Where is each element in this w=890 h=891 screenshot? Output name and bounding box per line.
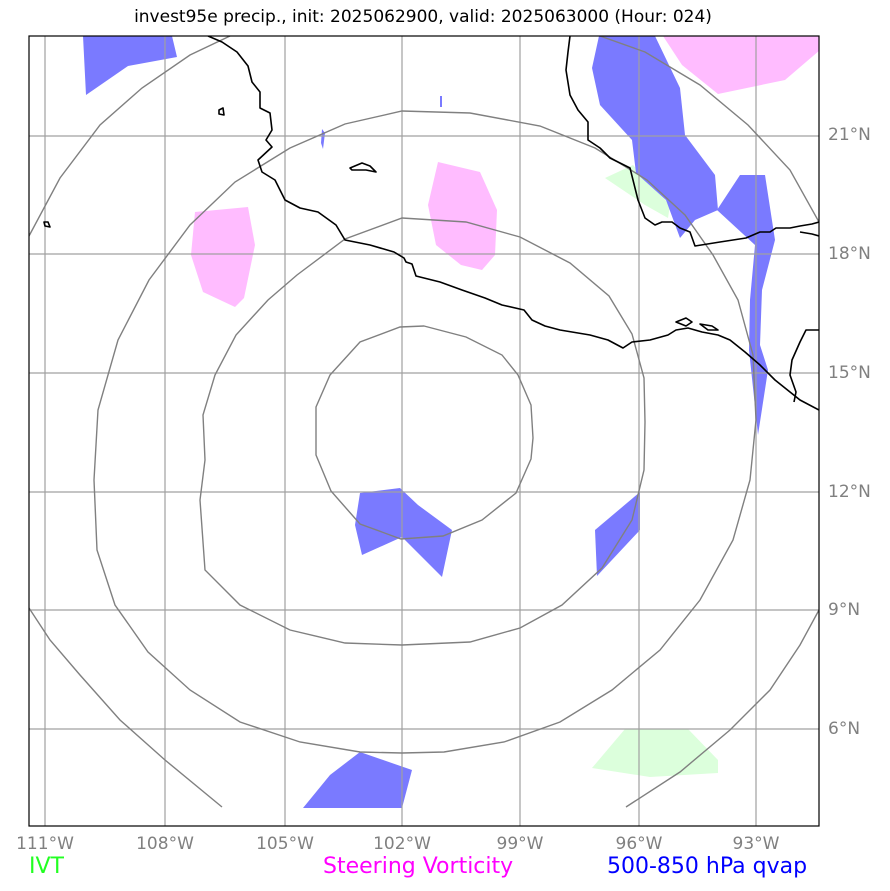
lat-label: 6°N [828,719,861,739]
coastline-yucatan [789,329,819,403]
lon-label: 102°W [373,834,431,854]
qvap-area [83,36,177,95]
coastline-east [565,36,819,247]
ivt-area [605,165,670,218]
range-rings [29,36,819,808]
range-ring [315,325,534,540]
island [43,221,51,228]
qvap-area [595,492,640,576]
range-ring [93,110,757,754]
lat-label: 9°N [828,600,861,620]
vorticity-area [191,207,255,307]
lon-label: 105°W [256,834,314,854]
range-ring [599,36,819,223]
vorticity-field [191,36,819,307]
qvap-area [717,175,775,435]
ivt-area [592,729,718,777]
lat-label: 18°N [828,244,871,264]
coastline-lake [349,162,377,173]
legend-qvap: 500-850 hPa qvap [607,854,808,879]
lon-label: 93°W [732,834,780,854]
qvap-area [592,36,718,238]
island [218,107,225,116]
ivt-field [592,165,718,777]
range-ring [625,609,819,808]
range-ring [29,607,223,808]
lat-label: 12°N [828,482,871,502]
qvap-field [83,36,775,808]
range-ring [29,36,231,237]
graticule [29,36,819,826]
vorticity-area [663,36,819,94]
map-frame [28,35,820,827]
lat-label: 15°N [828,363,871,383]
coastline [43,36,819,411]
range-ring [199,217,646,646]
coastline-mainland [207,36,819,411]
map-title: invest95e precip., init: 2025062900, val… [134,7,712,27]
lon-label: 99°W [496,834,544,854]
lon-label: 111°W [16,834,74,854]
lon-label: 96°W [615,834,663,854]
qvap-area [303,752,412,808]
qvap-area [355,488,452,577]
qvap-area [440,96,442,107]
coastline-bay [799,231,819,237]
legend-ivt: IVT [29,854,64,879]
qvap-area [321,129,325,149]
legend-steering-vorticity: Steering Vorticity [323,854,514,879]
vorticity-area [428,162,497,270]
lat-label: 21°N [828,125,871,145]
lon-label: 108°W [136,834,194,854]
coastline-gulf [675,317,719,331]
